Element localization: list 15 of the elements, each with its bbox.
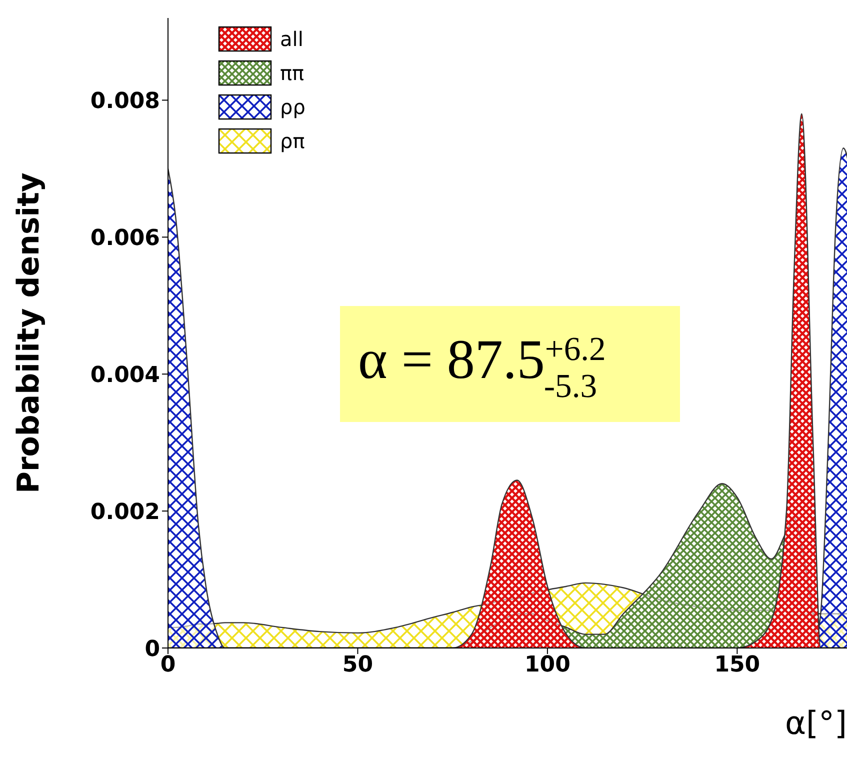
y-tick-label: 0.002 (90, 500, 160, 525)
y-axis-title: Probability density (12, 172, 47, 494)
x-tick-label: 0 (160, 652, 176, 678)
y-tick-label: 0.008 (90, 88, 160, 114)
x-tick-label: 50 (342, 652, 374, 678)
x-tick-label: 150 (714, 652, 760, 678)
x-tick-label: 100 (524, 652, 570, 678)
legend-label: all (280, 27, 304, 51)
y-tick-label: 0.006 (90, 226, 160, 251)
y-tick-label: 0 (144, 636, 160, 662)
legend-label: ππ (280, 61, 304, 85)
legend-label: ρπ (280, 129, 305, 153)
legend-label: ρρ (280, 95, 306, 119)
x-axis-title: α[°] (784, 704, 847, 742)
y-tick-label: 0.004 (90, 362, 160, 388)
